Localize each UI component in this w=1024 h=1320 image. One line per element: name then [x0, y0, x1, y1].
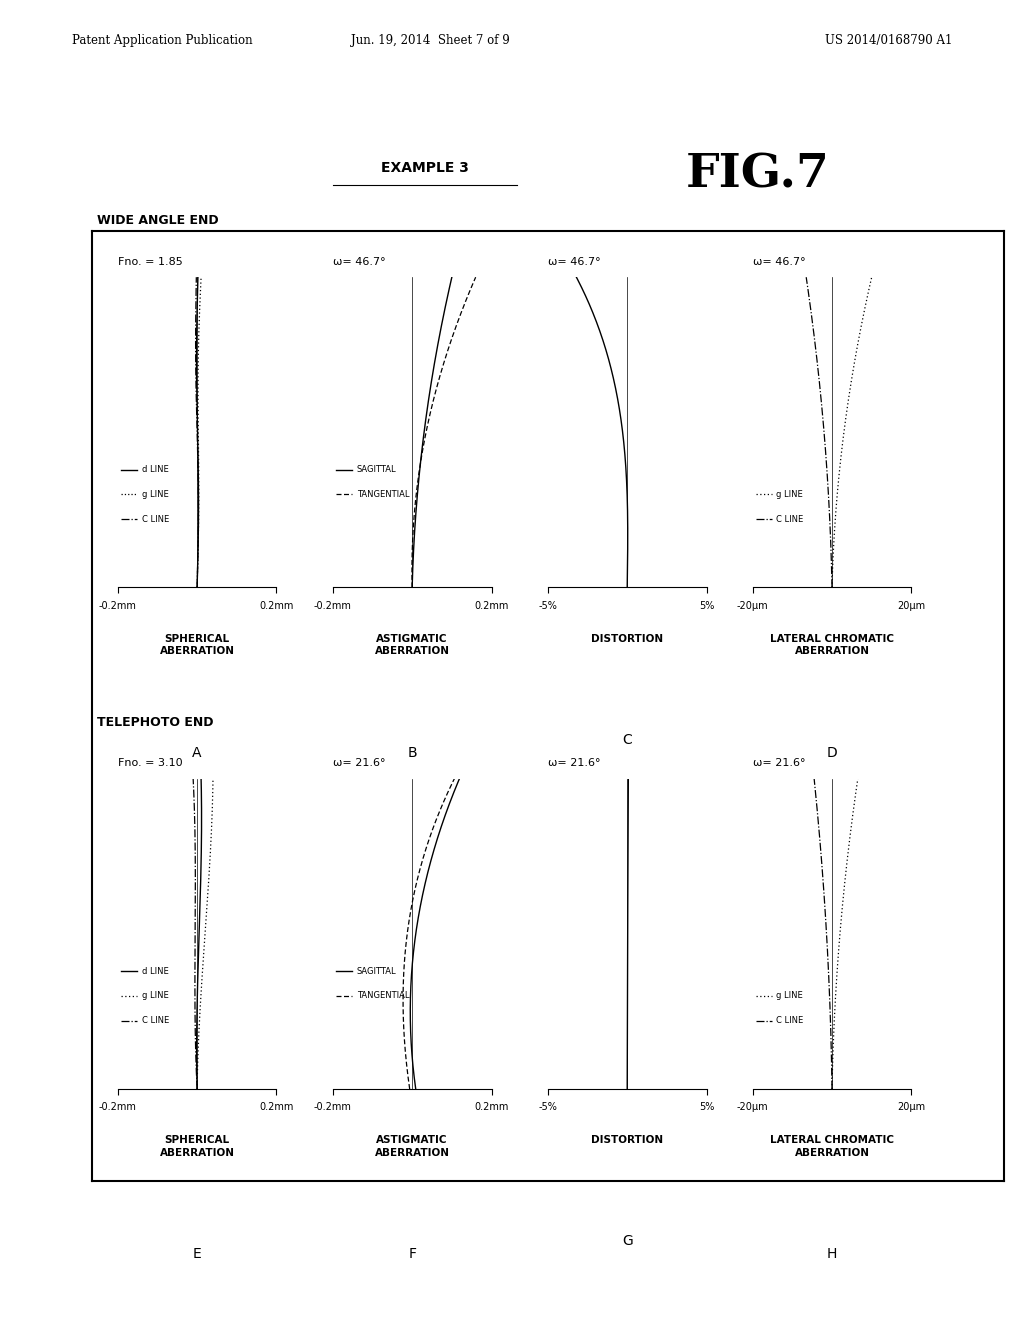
Text: -0.2mm: -0.2mm [314, 601, 351, 611]
Text: g LINE: g LINE [141, 490, 168, 499]
Text: -0.2mm: -0.2mm [99, 601, 136, 611]
Text: g LINE: g LINE [776, 490, 803, 499]
Text: DISTORTION: DISTORTION [591, 1135, 664, 1146]
Text: d LINE: d LINE [141, 966, 168, 975]
Text: -5%: -5% [539, 601, 557, 611]
Text: LATERAL CHROMATIC
ABERRATION: LATERAL CHROMATIC ABERRATION [770, 634, 894, 656]
Text: Fno. = 3.10: Fno. = 3.10 [118, 758, 182, 768]
Text: 0.2mm: 0.2mm [474, 1102, 509, 1113]
Text: g LINE: g LINE [141, 991, 168, 1001]
Text: 0.2mm: 0.2mm [259, 601, 294, 611]
Text: SAGITTAL: SAGITTAL [356, 465, 396, 474]
Text: A: A [193, 746, 202, 760]
Text: TANGENTIAL: TANGENTIAL [356, 991, 410, 1001]
Text: -20μm: -20μm [737, 1102, 768, 1113]
Text: ω= 46.7°: ω= 46.7° [333, 256, 385, 267]
Text: Fno. = 1.85: Fno. = 1.85 [118, 256, 182, 267]
Text: ASTIGMATIC
ABERRATION: ASTIGMATIC ABERRATION [375, 634, 450, 656]
Text: C LINE: C LINE [141, 515, 169, 524]
Text: WIDE ANGLE END: WIDE ANGLE END [97, 214, 219, 227]
Text: ω= 46.7°: ω= 46.7° [753, 256, 805, 267]
Text: B: B [408, 746, 417, 760]
Text: TANGENTIAL: TANGENTIAL [356, 490, 410, 499]
Text: C LINE: C LINE [776, 1016, 804, 1026]
Text: 5%: 5% [698, 1102, 715, 1113]
Text: Jun. 19, 2014  Sheet 7 of 9: Jun. 19, 2014 Sheet 7 of 9 [350, 34, 510, 48]
Text: -0.2mm: -0.2mm [99, 1102, 136, 1113]
Text: ω= 21.6°: ω= 21.6° [333, 758, 385, 768]
Text: -5%: -5% [539, 1102, 557, 1113]
Text: G: G [622, 1234, 633, 1249]
Text: 20μm: 20μm [897, 1102, 926, 1113]
Text: ASTIGMATIC
ABERRATION: ASTIGMATIC ABERRATION [375, 1135, 450, 1158]
Text: ω= 46.7°: ω= 46.7° [548, 256, 600, 267]
Text: 0.2mm: 0.2mm [259, 1102, 294, 1113]
Text: US 2014/0168790 A1: US 2014/0168790 A1 [825, 34, 952, 48]
Text: EXAMPLE 3: EXAMPLE 3 [381, 161, 469, 176]
Text: DISTORTION: DISTORTION [591, 634, 664, 644]
Text: E: E [193, 1247, 202, 1262]
Text: d LINE: d LINE [141, 465, 168, 474]
Text: ω= 21.6°: ω= 21.6° [753, 758, 805, 768]
Text: SPHERICAL
ABERRATION: SPHERICAL ABERRATION [160, 1135, 234, 1158]
Text: Patent Application Publication: Patent Application Publication [72, 34, 252, 48]
Text: C: C [623, 733, 632, 747]
Text: -0.2mm: -0.2mm [314, 1102, 351, 1113]
Text: 20μm: 20μm [897, 601, 926, 611]
Text: LATERAL CHROMATIC
ABERRATION: LATERAL CHROMATIC ABERRATION [770, 1135, 894, 1158]
Text: D: D [826, 746, 838, 760]
Text: g LINE: g LINE [776, 991, 803, 1001]
Text: SAGITTAL: SAGITTAL [356, 966, 396, 975]
Text: F: F [409, 1247, 416, 1262]
Text: -20μm: -20μm [737, 601, 768, 611]
Text: C LINE: C LINE [776, 515, 804, 524]
Text: 0.2mm: 0.2mm [474, 601, 509, 611]
Text: TELEPHOTO END: TELEPHOTO END [97, 715, 214, 729]
Text: 5%: 5% [698, 601, 715, 611]
Text: C LINE: C LINE [141, 1016, 169, 1026]
Text: ω= 21.6°: ω= 21.6° [548, 758, 600, 768]
Text: H: H [826, 1247, 838, 1262]
Text: SPHERICAL
ABERRATION: SPHERICAL ABERRATION [160, 634, 234, 656]
Text: FIG.7: FIG.7 [686, 152, 829, 198]
